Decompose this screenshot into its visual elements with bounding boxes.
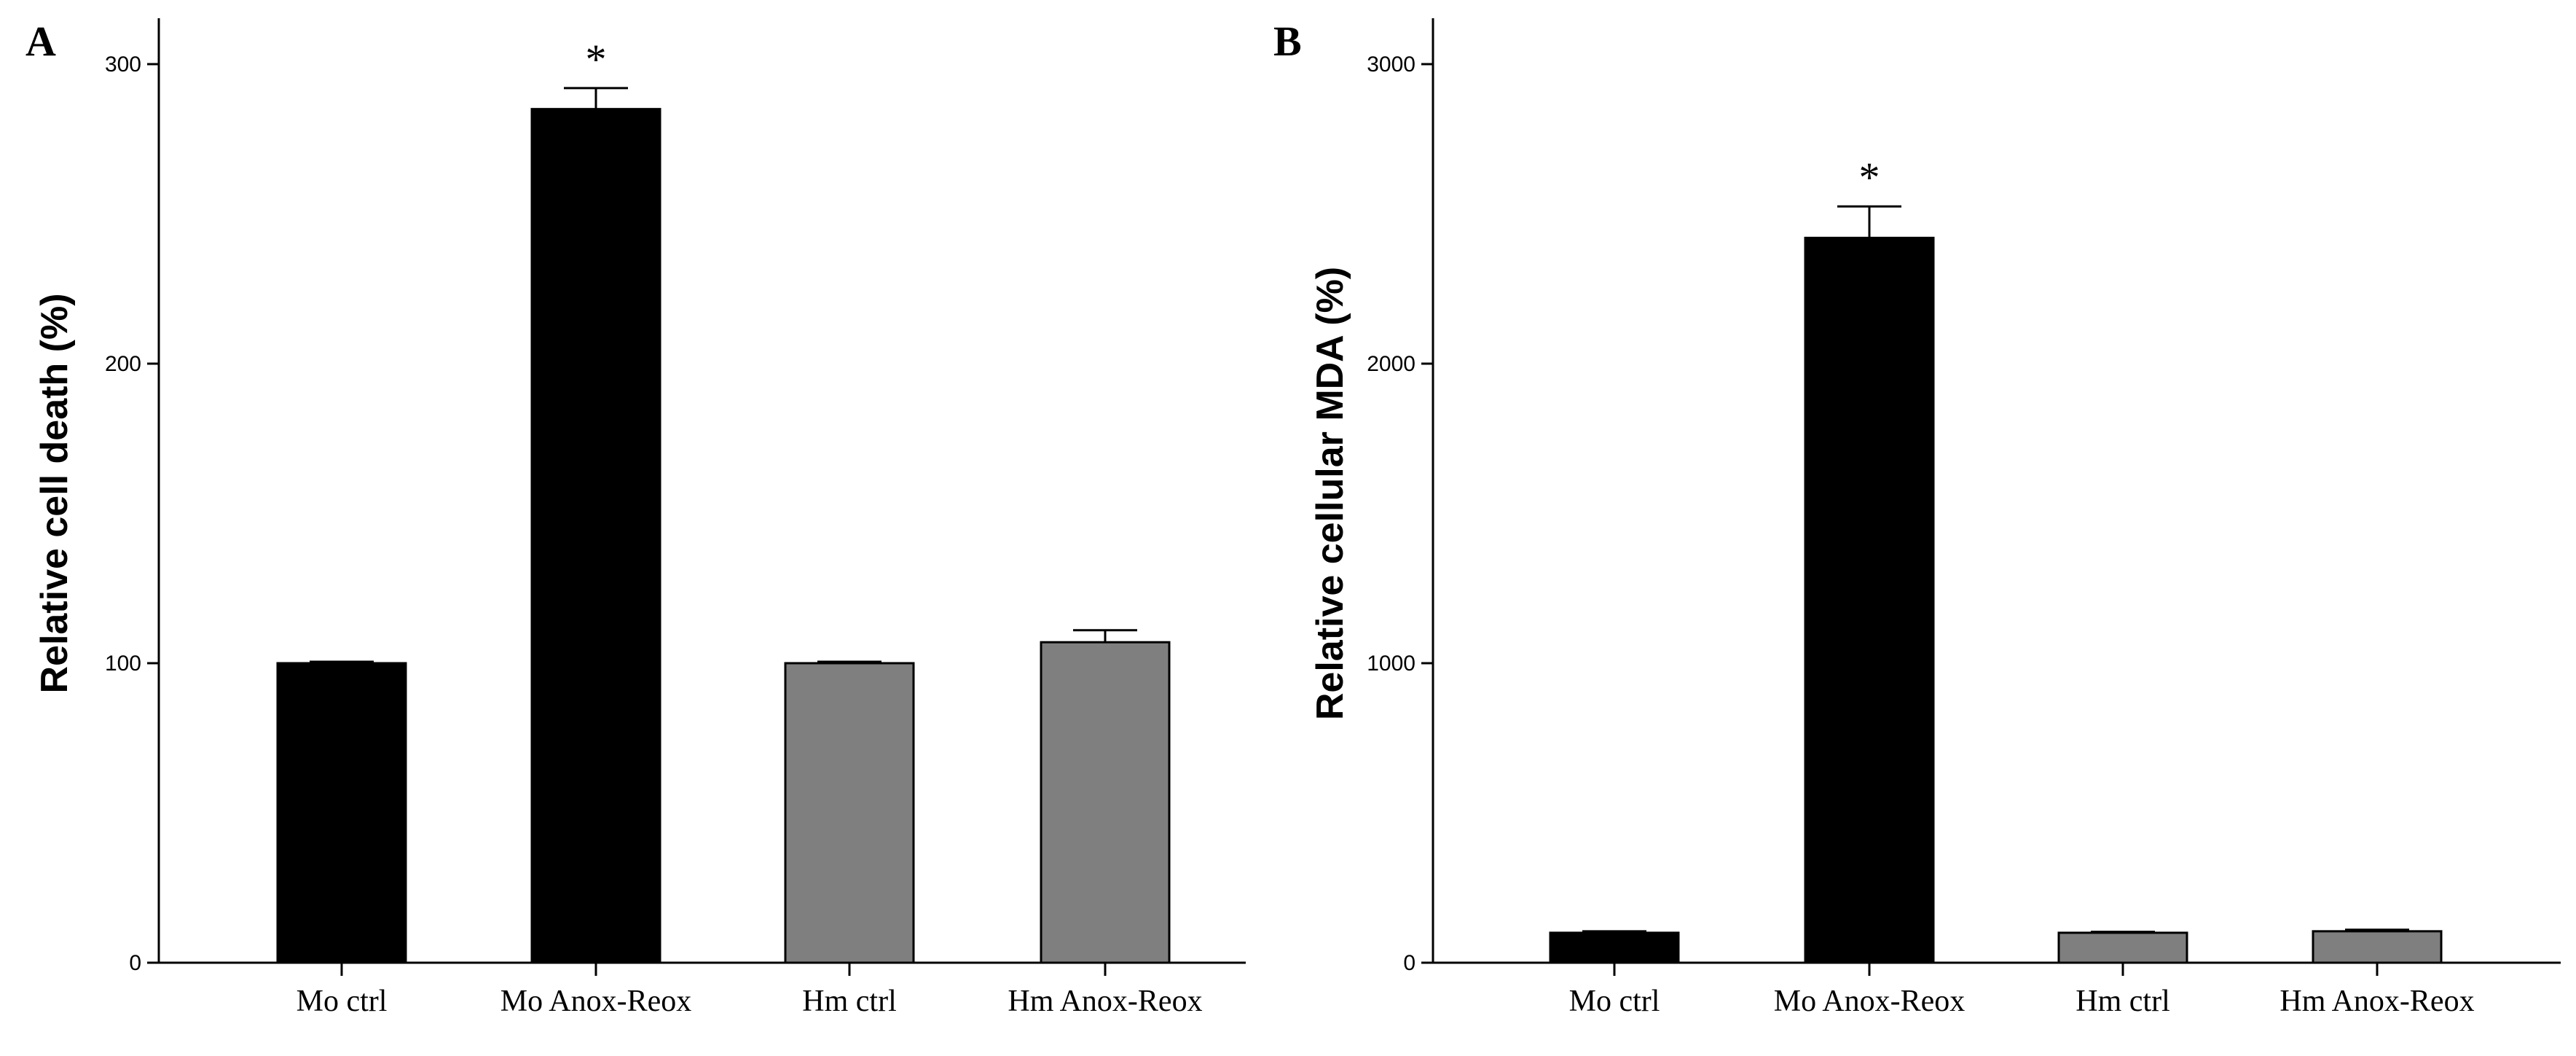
y-tick-label: 0 <box>129 951 141 975</box>
bar <box>1040 641 1171 964</box>
x-tick-label: Hm ctrl <box>802 985 896 1018</box>
x-tick-label: Mo Anox-Reox <box>1774 985 1966 1018</box>
panel-label: B <box>1273 17 1302 65</box>
bar <box>2057 931 2188 964</box>
x-tick-label: Mo Anox-Reox <box>500 985 692 1018</box>
bar <box>784 662 915 964</box>
y-tick-label: 300 <box>105 52 141 77</box>
x-tick-label: Mo ctrl <box>1569 985 1660 1018</box>
y-axis-label: Relative cellular MDA (%) <box>1309 267 1351 720</box>
x-tick-label: Hm Anox-Reox <box>1008 985 1202 1018</box>
y-tick-label: 2000 <box>1367 352 1415 376</box>
bar <box>530 108 661 964</box>
y-tick-label: 200 <box>105 352 141 376</box>
panel-label: A <box>25 17 56 65</box>
significance-marker: * <box>1859 154 1880 201</box>
y-tick-label: 100 <box>105 652 141 676</box>
significance-marker: * <box>586 36 607 83</box>
bar <box>2312 930 2443 964</box>
bar <box>276 662 407 964</box>
y-tick-label: 1000 <box>1367 652 1415 676</box>
bar <box>1804 236 1935 964</box>
y-tick-label: 0 <box>1403 951 1415 975</box>
y-axis-label: Relative cell death (%) <box>34 293 76 693</box>
x-tick-label: Hm ctrl <box>2076 985 2169 1018</box>
y-tick-label: 3000 <box>1367 52 1415 77</box>
bar <box>1549 931 1680 964</box>
x-tick-label: Mo ctrl <box>297 985 388 1018</box>
x-tick-label: Hm Anox-Reox <box>2279 985 2474 1018</box>
